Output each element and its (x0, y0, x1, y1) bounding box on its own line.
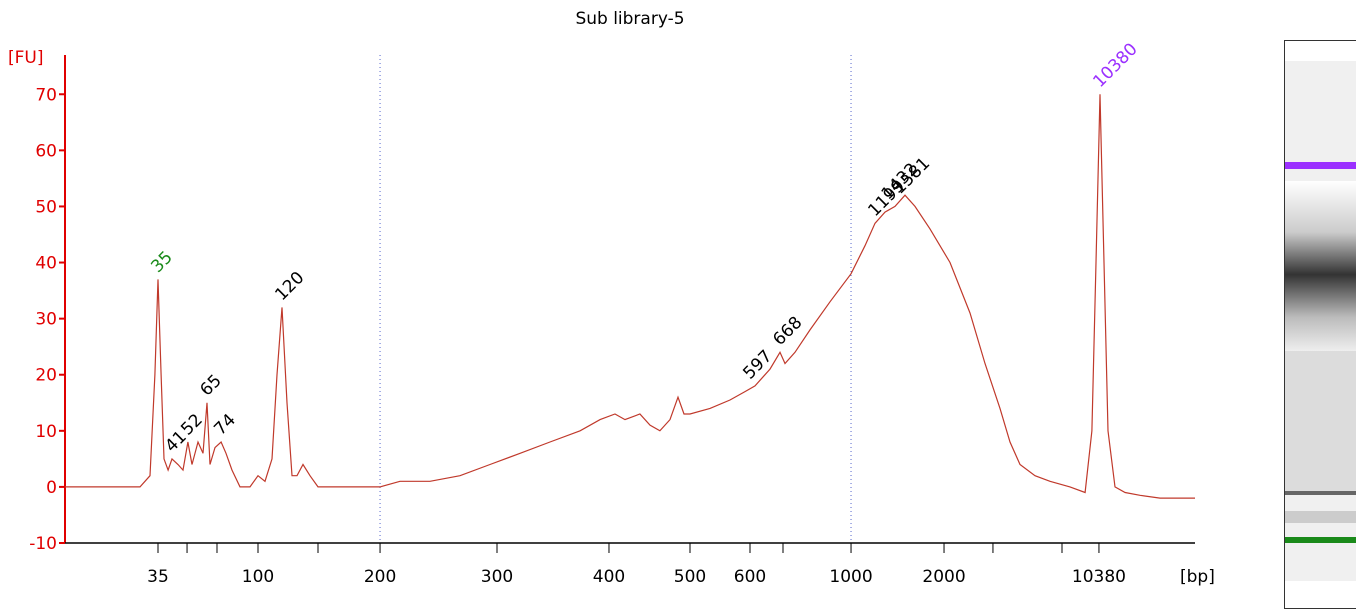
upper-marker-band (1285, 162, 1356, 169)
chart: Sub library-5 [FU] [bp] -10 0 10 20 30 40 50 60… (8, 9, 1215, 587)
peak-label: 74 (210, 410, 239, 439)
peak-label: 65 (196, 371, 225, 400)
y-axis-label: [FU] (8, 48, 44, 68)
x-tick-label: 35 (147, 567, 169, 587)
smear (1285, 181, 1356, 351)
gel-lane (1285, 61, 1356, 581)
x-tick-label: 2000 (922, 567, 965, 587)
y-tick-label: 60 (35, 141, 57, 161)
lower-marker-band (1285, 537, 1356, 543)
smear-tail (1285, 351, 1356, 491)
y-tick-label: 40 (35, 254, 57, 274)
y-tick-label: 20 (35, 366, 57, 386)
band (1285, 511, 1356, 523)
x-axis-label: [bp] (1180, 567, 1215, 587)
chart-title: Sub library-5 (575, 9, 684, 29)
y-tick-label: -10 (29, 534, 57, 554)
x-tick-label: 500 (674, 567, 706, 587)
y-tick-label: 70 (35, 85, 57, 105)
y-tick-label: 0 (46, 478, 57, 498)
y-tick-label: 50 (35, 197, 57, 217)
trace (65, 94, 1195, 499)
y-tick-label: 10 (35, 422, 57, 442)
peak-label: 10380 (1089, 39, 1141, 91)
band (1285, 491, 1356, 495)
x-tick-label: 400 (593, 567, 625, 587)
peak-label: 597 (739, 346, 776, 383)
x-tick-label: 600 (734, 567, 766, 587)
peak-label: 35 (147, 247, 176, 276)
x-tick-label: 300 (481, 567, 513, 587)
x-tick-label: 200 (364, 567, 396, 587)
x-tick-label: 1000 (829, 567, 872, 587)
x-tick-label: 100 (242, 567, 274, 587)
y-tick-label: 30 (35, 310, 57, 330)
x-tick-label: 10380 (1072, 567, 1126, 587)
peak-label: 120 (271, 268, 308, 305)
gel-image (1284, 40, 1356, 609)
